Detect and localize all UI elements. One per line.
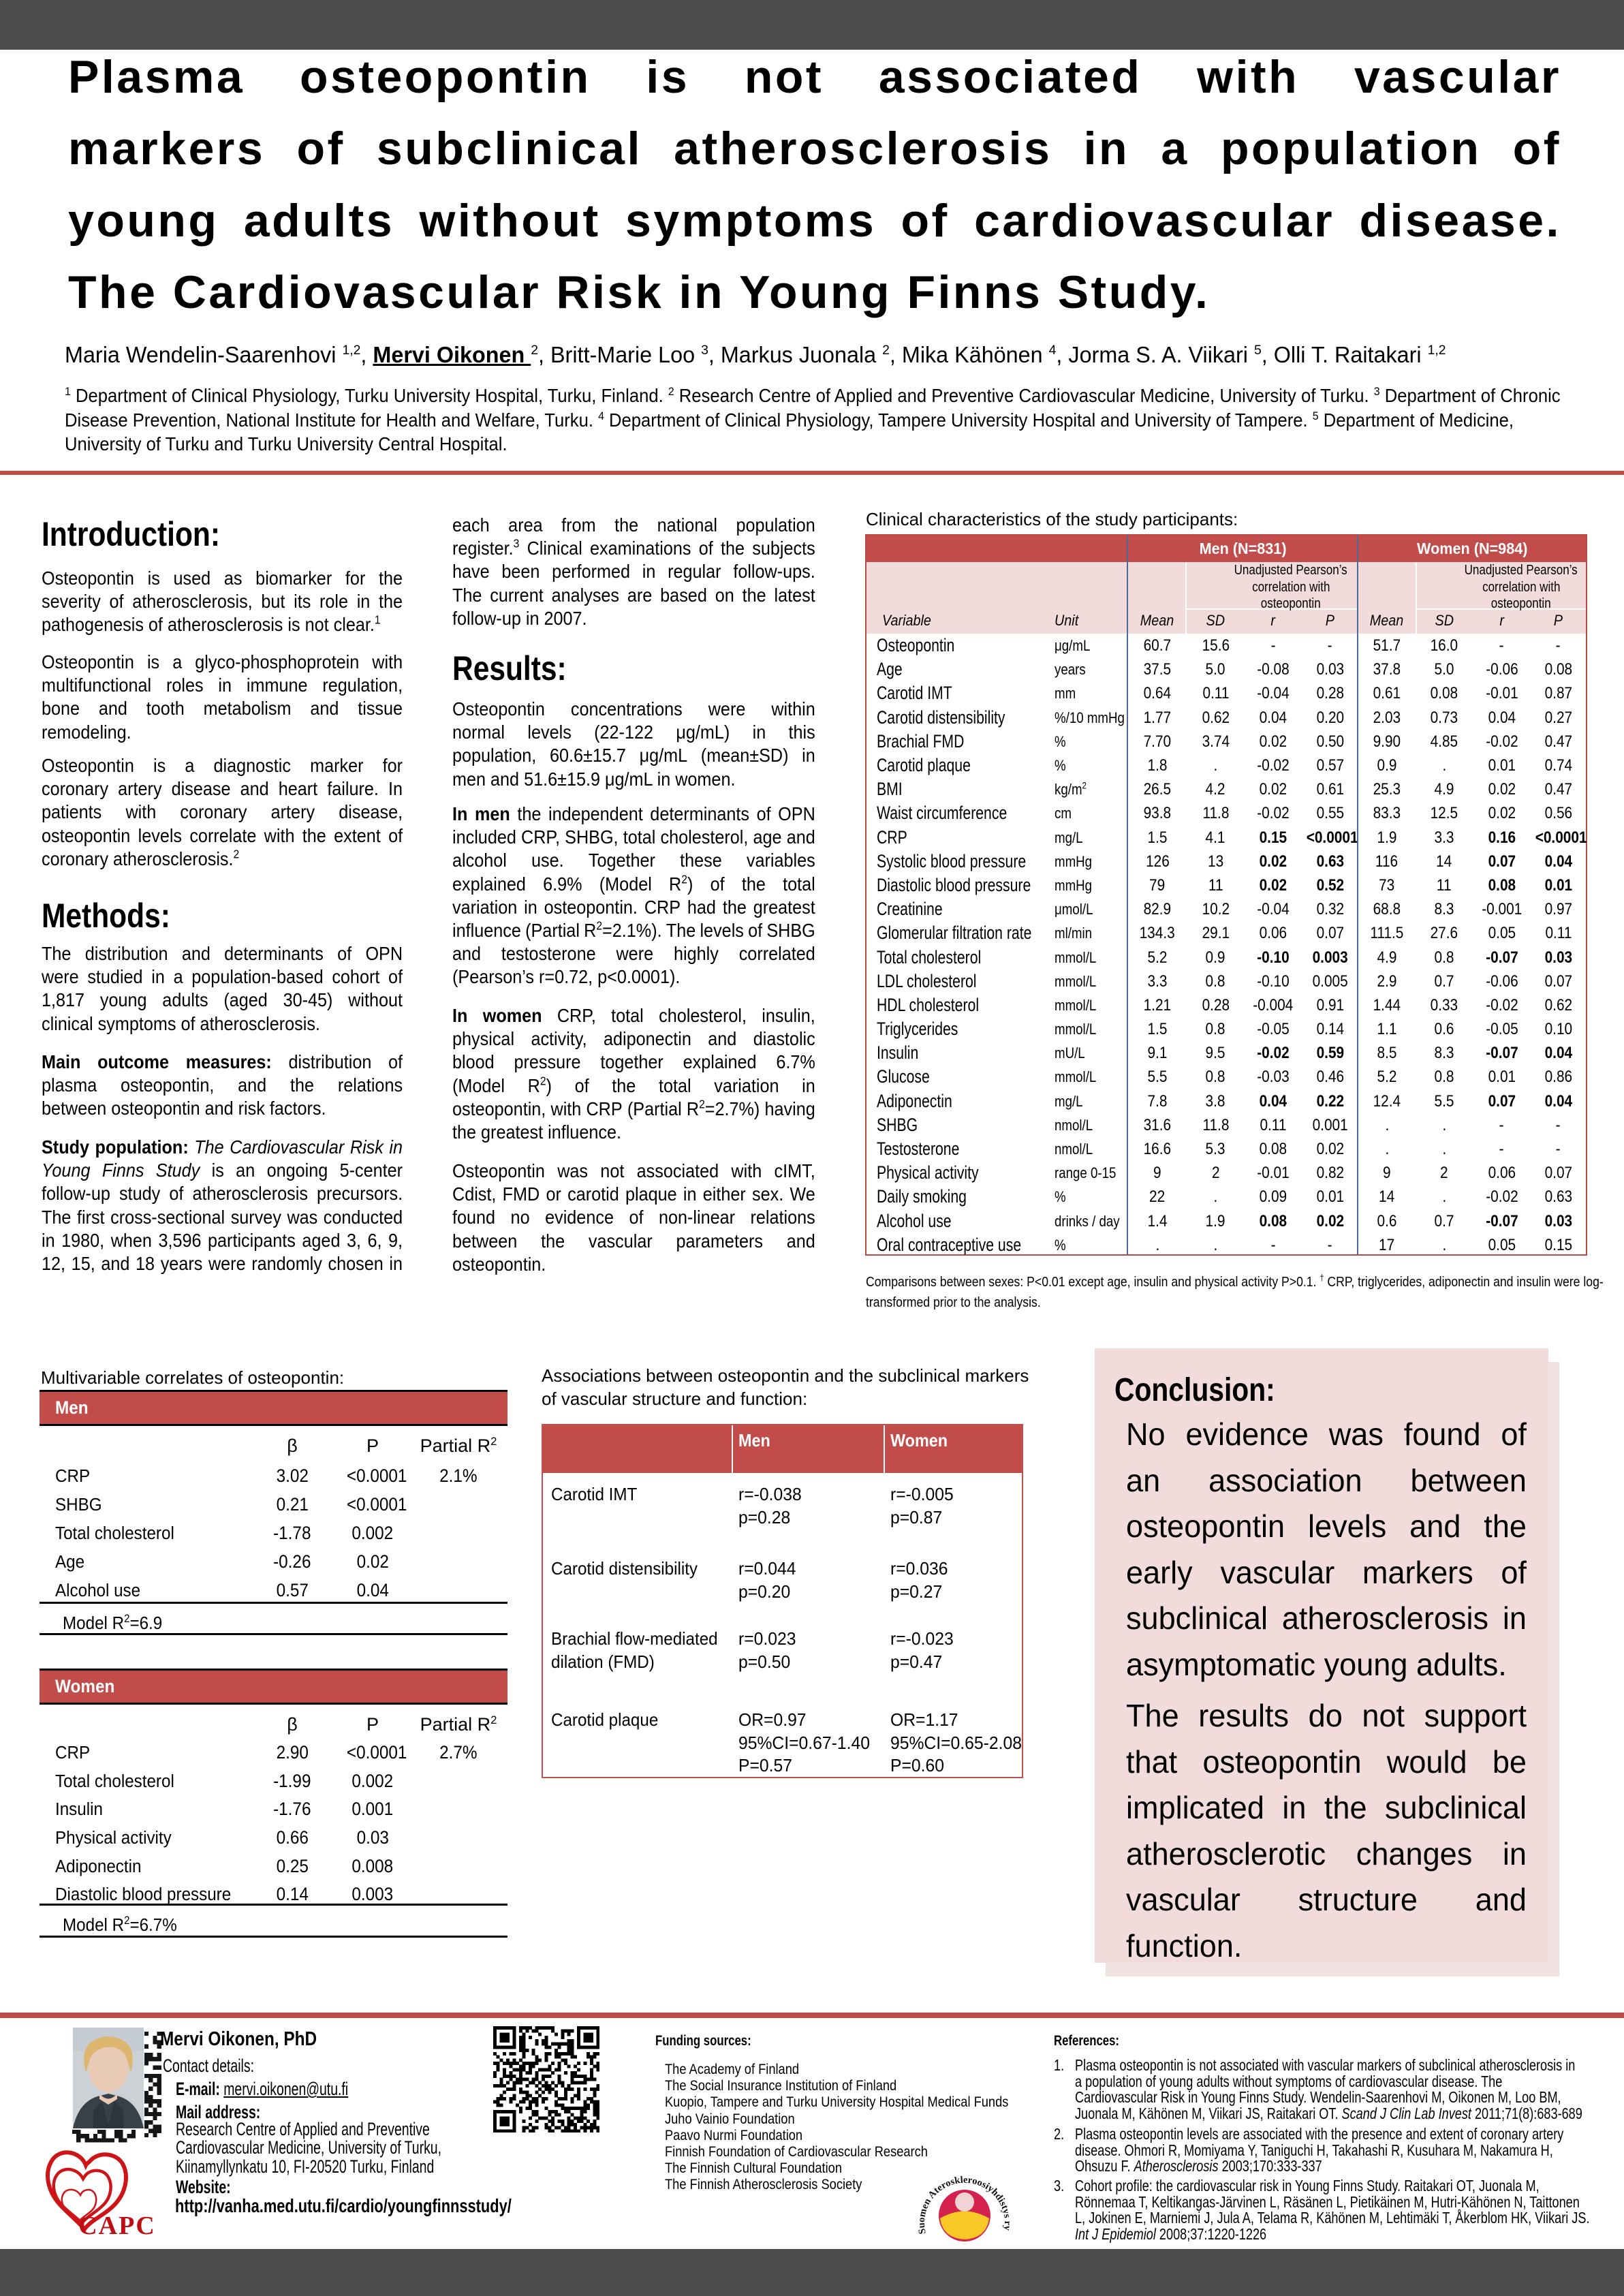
- svg-text:CAPC: CAPC: [78, 2212, 156, 2239]
